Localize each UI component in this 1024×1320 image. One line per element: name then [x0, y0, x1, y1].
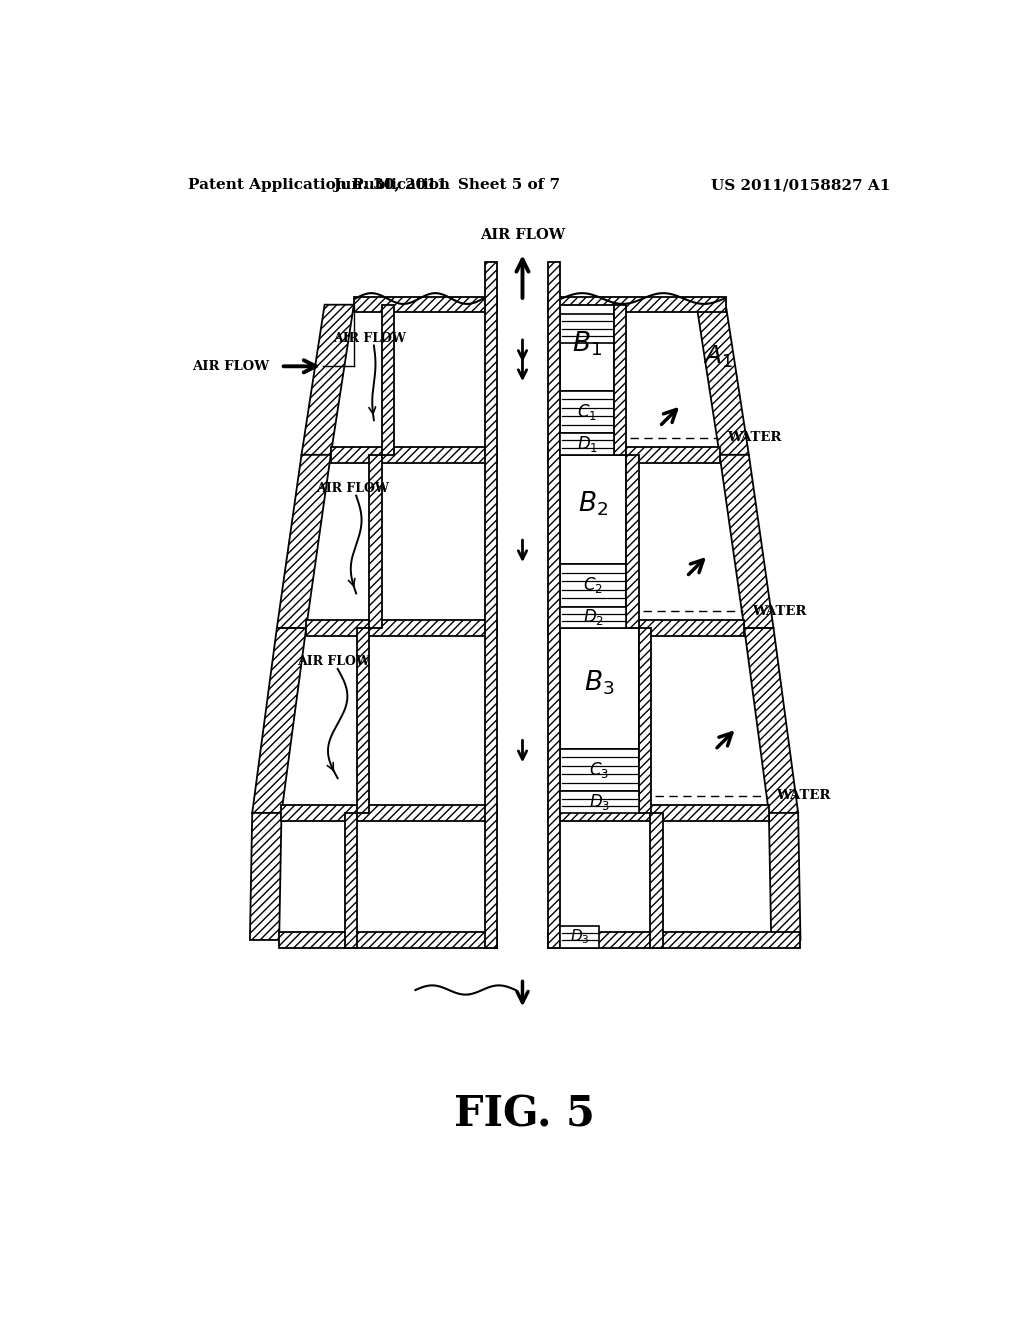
Bar — [627, 455, 639, 628]
Text: FIG. 5: FIG. 5 — [455, 1094, 595, 1135]
Bar — [282, 805, 497, 821]
Text: $A_1$: $A_1$ — [702, 343, 732, 370]
Bar — [548, 447, 720, 462]
Polygon shape — [276, 455, 331, 628]
Text: WATER: WATER — [752, 605, 806, 618]
Text: AIR FLOW: AIR FLOW — [315, 482, 389, 495]
Bar — [560, 628, 639, 748]
Bar — [548, 263, 560, 948]
Text: AIR FLOW: AIR FLOW — [480, 227, 565, 242]
Text: $D_1$: $D_1$ — [577, 434, 598, 454]
Text: $D_2$: $D_2$ — [583, 607, 604, 627]
Polygon shape — [744, 628, 798, 813]
Bar — [484, 263, 497, 948]
Bar — [548, 297, 726, 313]
Text: WATER: WATER — [727, 432, 781, 445]
Bar — [548, 805, 769, 821]
Bar — [650, 813, 663, 948]
Bar — [382, 305, 394, 455]
Text: US 2011/0158827 A1: US 2011/0158827 A1 — [711, 178, 890, 193]
Bar — [560, 748, 639, 792]
Bar — [614, 305, 627, 455]
Bar — [357, 628, 370, 813]
Text: AIR FLOW: AIR FLOW — [334, 331, 407, 345]
Bar — [560, 455, 627, 564]
Bar — [560, 305, 614, 391]
Bar — [560, 927, 599, 948]
Bar — [560, 792, 639, 813]
Bar — [560, 564, 627, 607]
Text: $B_2$: $B_2$ — [579, 490, 608, 519]
Bar — [560, 433, 614, 455]
Text: $B_3$: $B_3$ — [585, 668, 614, 697]
Text: AIR FLOW: AIR FLOW — [297, 655, 371, 668]
Bar — [548, 620, 744, 636]
Text: $C_1$: $C_1$ — [578, 403, 597, 422]
Bar — [345, 813, 357, 948]
Text: AIR FLOW: AIR FLOW — [193, 360, 269, 372]
Text: $B_1$: $B_1$ — [572, 329, 602, 358]
Polygon shape — [250, 813, 282, 940]
Bar — [354, 297, 497, 313]
Text: $D_3$: $D_3$ — [569, 928, 589, 946]
Bar — [560, 607, 627, 628]
Polygon shape — [252, 628, 306, 813]
Bar — [306, 620, 497, 636]
Polygon shape — [769, 813, 801, 940]
Bar — [280, 932, 497, 948]
Text: WATER: WATER — [776, 789, 830, 803]
Polygon shape — [696, 305, 749, 455]
Text: $C_2$: $C_2$ — [584, 576, 603, 595]
Polygon shape — [720, 455, 773, 628]
Bar — [639, 628, 651, 813]
Polygon shape — [301, 305, 354, 455]
Bar — [370, 455, 382, 628]
Text: $D_3$: $D_3$ — [589, 792, 610, 812]
Bar — [331, 447, 497, 462]
Text: Patent Application Publication: Patent Application Publication — [188, 178, 451, 193]
Bar — [548, 932, 801, 948]
Text: $C_3$: $C_3$ — [590, 760, 609, 780]
Bar — [560, 314, 614, 343]
Text: Jun. 30, 2011  Sheet 5 of 7: Jun. 30, 2011 Sheet 5 of 7 — [333, 178, 560, 193]
Bar — [560, 391, 614, 433]
